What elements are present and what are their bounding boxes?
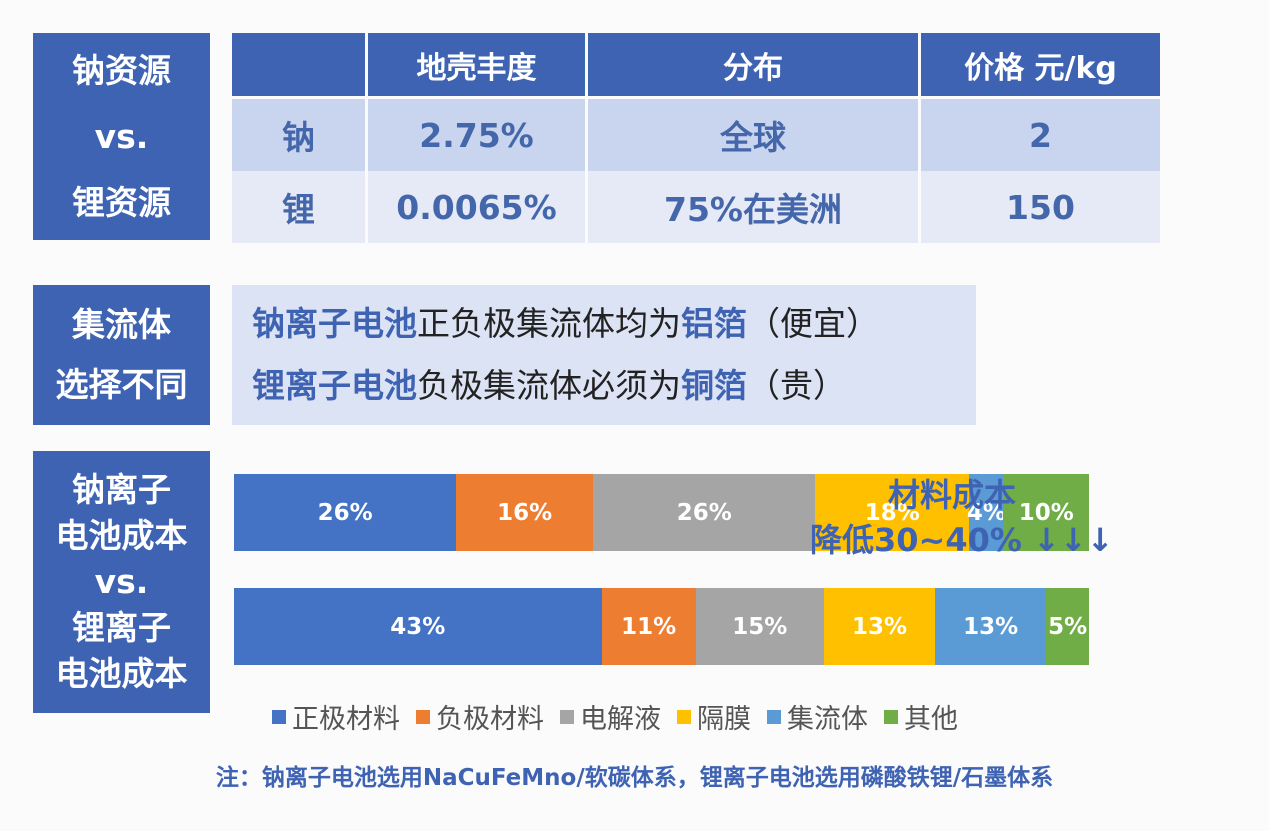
cost-label-line: vs.: [94, 562, 149, 601]
legend-item: 电解液: [560, 697, 661, 736]
bar-segment-label: 15%: [732, 613, 788, 640]
table-header-cell: 价格 元/kg: [918, 33, 1160, 96]
legend-label: 负极材料: [436, 704, 544, 735]
bar-segment-label: 5%: [1048, 613, 1088, 640]
legend-label: 其他: [904, 704, 958, 735]
bar-segment: 43%: [234, 588, 602, 665]
table-header-cell: 分布: [585, 33, 918, 96]
bar-segment-label: 4%: [966, 499, 1006, 526]
plain-text: 正负极集流体均为: [417, 304, 681, 343]
cost-label: 钠离子 电池成本 vs. 锂离子 电池成本: [33, 451, 210, 713]
legend-item: 隔膜: [677, 697, 751, 736]
stacked-bar-lithium: 43% 11% 15% 13% 13% 5%: [234, 588, 1089, 665]
legend-swatch: [677, 709, 691, 724]
resource-label-line: 钠资源: [72, 50, 171, 90]
bar-segment: 10%: [1003, 474, 1089, 551]
legend-swatch: [416, 709, 430, 724]
legend-label: 正极材料: [292, 704, 400, 735]
plain-text: （便宜）: [747, 304, 879, 343]
bar-segment-label: 26%: [676, 499, 732, 526]
table-row: 钠 2.75% 全球 2: [232, 96, 1160, 171]
footnote: 注：钠离子电池选用NaCuFeMno/软碳体系，锂离子电池选用磷酸铁锂/石墨体系: [215, 765, 1054, 791]
table-cell: 锂: [232, 171, 365, 243]
bar-segment: 18%: [815, 474, 970, 551]
bar-segment-label: 13%: [963, 613, 1019, 640]
legend-swatch: [272, 709, 286, 724]
legend-item: 正极材料: [272, 697, 400, 736]
legend-label: 电解液: [580, 704, 661, 735]
legend-label: 隔膜: [697, 704, 751, 735]
cost-annotation-title: 材料成本: [888, 476, 1017, 514]
stacked-bar-sodium: 26% 16% 26% 18% 4% 10%: [234, 474, 1089, 551]
highlight-text: 锂离子电池: [252, 366, 417, 405]
legend-swatch: [767, 709, 781, 724]
cost-label-line: 电池成本: [55, 516, 188, 555]
legend-item: 集流体: [767, 697, 868, 736]
table-header-cell: [232, 33, 365, 96]
collector-label: 集流体 选择不同: [33, 285, 210, 425]
table-row: 锂 0.0065% 75%在美洲 150: [232, 171, 1160, 243]
bar-segment: 4%: [966, 474, 1006, 551]
resource-label-line: 锂资源: [72, 182, 171, 222]
cost-annotation-value: 降低30~40% ↓↓↓: [810, 521, 1114, 559]
chart-legend: 正极材料 负极材料 电解液 隔膜 集流体 其他: [272, 697, 974, 736]
cost-label-line: 钠离子: [72, 470, 171, 509]
table-cell: 钠: [232, 96, 365, 171]
table-cell: 2.75%: [365, 96, 585, 171]
bar-segment: 11%: [601, 588, 696, 665]
table-header-cell: 地壳丰度: [365, 33, 585, 96]
legend-swatch: [560, 709, 574, 724]
highlight-text: 铝箔: [681, 304, 747, 343]
table-header-row: 地壳丰度 分布 价格 元/kg: [232, 33, 1160, 96]
legend-item: 负极材料: [416, 697, 544, 736]
table-cell: 全球: [585, 96, 918, 171]
bar-segment: 13%: [935, 588, 1047, 665]
collector-label-line: 集流体: [72, 305, 171, 344]
bar-segment-label: 10%: [1018, 499, 1074, 526]
legend-label: 集流体: [787, 704, 868, 735]
bar-segment-label: 26%: [317, 499, 373, 526]
highlight-text: 钠离子电池: [252, 304, 417, 343]
legend-swatch: [884, 709, 898, 724]
cost-label-line: 电池成本: [55, 654, 188, 693]
bar-segment-label: 18%: [864, 499, 920, 526]
table-cell: 0.0065%: [365, 171, 585, 243]
collector-line-lithium: 锂离子电池负极集流体必须为铜箔（贵）: [252, 355, 976, 417]
table-cell: 150: [918, 171, 1160, 243]
bar-segment: 15%: [695, 588, 824, 665]
bar-segment: 5%: [1046, 588, 1089, 665]
bar-segment-label: 13%: [851, 613, 908, 640]
bar-segment: 16%: [456, 474, 594, 551]
table-cell: 75%在美洲: [585, 171, 918, 243]
bar-segment: 26%: [593, 474, 816, 551]
bar-segment-label: 43%: [390, 613, 446, 640]
legend-item: 其他: [884, 697, 958, 736]
bar-segment-label: 16%: [497, 499, 553, 526]
resource-label-line: vs.: [94, 116, 149, 156]
resource-label: 钠资源 vs. 锂资源: [33, 33, 210, 240]
bar-segment: 13%: [823, 588, 936, 665]
collector-text-box: 钠离子电池正负极集流体均为铝箔（便宜） 锂离子电池负极集流体必须为铜箔（贵）: [232, 285, 976, 425]
cost-label-line: 锂离子: [72, 608, 171, 647]
plain-text: （贵）: [747, 366, 846, 405]
table-cell: 2: [918, 96, 1160, 171]
collector-label-line: 选择不同: [55, 365, 188, 404]
highlight-text: 铜箔: [681, 366, 747, 405]
plain-text: 负极集流体必须为: [417, 366, 681, 405]
bar-segment: 26%: [234, 474, 457, 551]
collector-line-sodium: 钠离子电池正负极集流体均为铝箔（便宜）: [252, 293, 976, 355]
bar-segment-label: 11%: [621, 613, 677, 640]
resource-table: 地壳丰度 分布 价格 元/kg 钠 2.75% 全球 2 锂 0.0065% 7…: [232, 33, 1160, 243]
